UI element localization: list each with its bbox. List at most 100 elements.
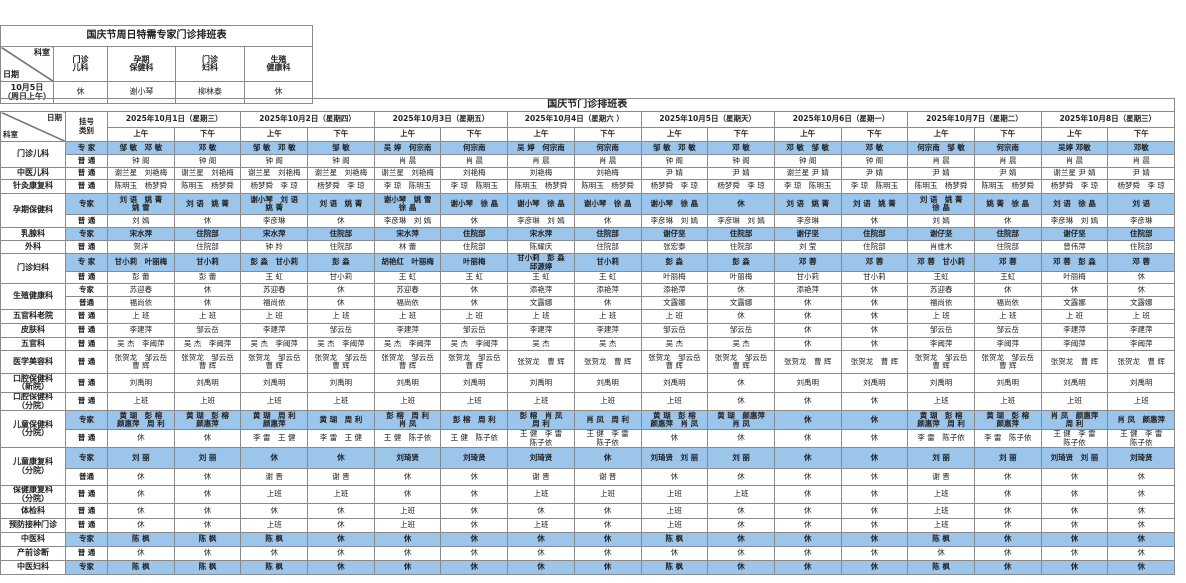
schedule-cell: 上班 [573, 485, 642, 504]
am-header: 上午 [507, 127, 575, 142]
department-name: 五官科老院 [0, 309, 66, 324]
registration-type: 普 通 [65, 271, 108, 284]
registration-type: 专家 [65, 560, 108, 575]
schedule-cell: 谢小琴 徐 晶 [440, 193, 509, 215]
schedule-cell: 陈明玉 杨梦舜 [173, 179, 242, 194]
schedule-cell: 李彦琳 刘 嫣 [1040, 214, 1109, 228]
schedule-cell: 谢仔坚 [640, 227, 709, 241]
schedule-cell: 上班 [640, 518, 709, 533]
schedule-cell: 吴 杰 [573, 337, 642, 351]
schedule-cell: 休 [973, 560, 1042, 575]
schedule-cell: 李彦琳 [773, 214, 842, 228]
schedule-cell: 上班 [373, 392, 442, 411]
schedule-cell: 张贺龙 曹 辉 [507, 350, 575, 374]
schedule-cell: 宋水萍 [373, 227, 442, 241]
schedule-row: 产前诊断普 通休休休休休休休休休休休休休休休休 [0, 546, 1176, 561]
schedule-cell: 休 [840, 447, 909, 469]
schedule-row: 针灸康复科普 通陈明玉 杨梦舜 陈明玉 杨梦舜 杨梦舜 李 琼杨梦舜 李 琼李 琼 … [0, 179, 1176, 194]
schedule-cell: 休 [773, 468, 842, 486]
schedule-cell: 休 [240, 447, 309, 469]
date-header-row: 日期 科室 挂号 类别 2025年10月1日（星期三） 2025年10月2日（星期四） 2… [0, 111, 1176, 142]
schedule-cell: 叶丽梅 [1040, 271, 1109, 284]
schedule-cell: 休 [307, 447, 375, 469]
schedule-cell: 休 [107, 468, 175, 486]
schedule-cell: 李 雷 陈子依 [973, 429, 1042, 448]
schedule-cell: 尹 婧 [640, 167, 709, 180]
schedule-cell: 休 [1040, 546, 1109, 561]
schedule-cell: 上班 [640, 485, 709, 504]
schedule-cell: 苏迎春 [373, 283, 442, 297]
schedule-cell: 文露娜 [640, 296, 709, 310]
schedule-cell: 上 班 [173, 309, 242, 324]
schedule-cell: 陈明玉 杨梦舜 [507, 179, 575, 194]
schedule-cell: 上班 [307, 485, 375, 504]
schedule-cell: 刘禹明 [1040, 373, 1109, 393]
schedule-cell: 林 蕾 [373, 240, 442, 254]
schedule-cell: 上班 [240, 518, 309, 533]
schedule-cell: 陈 枫 [907, 560, 975, 575]
schedule-row: 医学美容科普 通张贺龙 邹云岳 曹 辉张贺龙 邹云岳 曹 辉张贺龙 邹云岳 曹 … [0, 350, 1176, 374]
schedule-cell: 休 [1040, 532, 1109, 547]
schedule-cell: 钟 阁 [707, 154, 775, 168]
schedule-cell: 姚 菁 徐 晶 [973, 193, 1042, 215]
department-name: 保健康复科 （分院） [0, 485, 66, 504]
schedule-cell: 刘禹明 [973, 373, 1042, 393]
registration-type: 普 通 [65, 154, 108, 168]
schedule-cell: 陈 枫 [107, 560, 175, 575]
schedule-cell: 宋水萍 [507, 227, 575, 241]
schedule-cell: 休 [440, 518, 509, 533]
schedule-cell: 上班 [573, 392, 642, 411]
schedule-cell: 休 [307, 518, 375, 533]
schedule-cell: 吴 杰 李阈萍 [173, 337, 242, 351]
schedule-cell: 休 [640, 468, 709, 486]
schedule-row: 预防接种门诊普 通休休上班休上班休上班休上班休休休上班休休休 [0, 518, 1176, 533]
schedule-cell: 邓 敏 [840, 141, 909, 155]
schedule-cell: 肖 晨 [507, 154, 575, 168]
schedule-cell: 上班 [640, 392, 709, 411]
schedule-row: 儿童康复科 （分院） 专家刘 丽刘 丽休休刘琦贤 刘琦贤 刘琦贤休刘琦贤 刘 丽刘 丽… [0, 447, 1176, 486]
registration-type: 普 通 [65, 240, 108, 254]
schedule-cell: 谢兰星 刘艳梅 [107, 167, 175, 180]
schedule-row: 外科普 通贺洋 住院部钟 羚住院部林 蕾住院部 陈耀庆 住院部 张宏泰 住院部刘 莹住院部… [0, 240, 1176, 254]
schedule-cell: 休 [507, 532, 575, 547]
schedule-cell: 王 健 李 雷 陈子依 [573, 429, 642, 448]
schedule-cell: 休 [707, 283, 775, 297]
schedule-cell: 休 [440, 546, 509, 561]
schedule-cell: 邓 蓉 [1107, 253, 1176, 272]
schedule-cell: 钟 阁 [173, 154, 242, 168]
schedule-cell: 上班 [707, 485, 775, 504]
schedule-cell: 肖维木 [907, 240, 975, 254]
schedule-cell: 谢 晋 [307, 468, 375, 486]
schedule-row: 乳腺科 专家 宋水萍 住院部 宋水萍 住院部 宋水萍 住院部 宋水萍 住院部 谢仔坚 住院部 谢仔坚 住院… [0, 227, 1176, 241]
schedule-cell: 休 [107, 546, 175, 561]
schedule-cell: 张宏泰 [640, 240, 709, 254]
schedule-cell: 肖 晨 [373, 154, 442, 168]
schedule-cell: 休 [840, 323, 909, 338]
schedule-cell: 陈 枫 [640, 560, 709, 575]
schedule-cell: 李彦琳 [1107, 214, 1176, 228]
schedule-cell: 张贺龙 邹云岳 曹 辉 [640, 350, 709, 374]
schedule-cell: 休 [1040, 283, 1109, 297]
schedule-cell: 休 [307, 296, 375, 310]
schedule-cell: 休 [773, 296, 842, 310]
schedule-cell: 王虹 [973, 271, 1042, 284]
schedule-cell: 休 [773, 392, 842, 411]
schedule-cell: 叶丽梅 [640, 271, 709, 284]
schedule-cell: 住院部 [840, 227, 909, 241]
schedule-cell: 邓 敏 [707, 141, 775, 155]
schedule-cell: 休 [707, 373, 775, 393]
schedule-cell: 肖 凤 颜惠萍 [1107, 410, 1176, 430]
department-name: 门诊妇科 [0, 253, 66, 284]
schedule-cell: 李阈萍 [973, 337, 1042, 351]
schedule-cell: 吴 杰 李阈萍 [373, 337, 442, 351]
schedule-cell: 谢兰星 刘艳梅 [307, 167, 375, 180]
schedule-cell: 休 [707, 532, 775, 547]
schedule-cell: 休 [840, 532, 909, 547]
schedule-cell: 谢仔坚 [907, 227, 975, 241]
schedule-cell: 李 琼 陈明玉 [840, 179, 909, 194]
schedule-cell: 休 [773, 337, 842, 351]
department-name: 外科 [0, 240, 66, 254]
schedule-cell: 李阈萍 [1040, 337, 1109, 351]
corner-dept-label: 科室 [34, 48, 50, 57]
schedule-cell: 钟 阁 [307, 154, 375, 168]
